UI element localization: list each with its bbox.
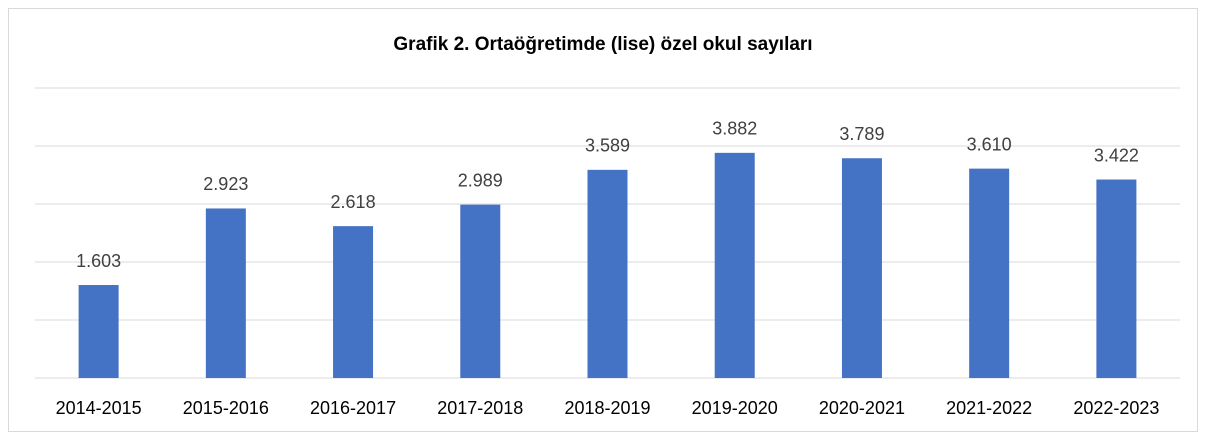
x-tick-label: 2020-2021 <box>819 398 905 418</box>
value-label: 3.610 <box>967 134 1012 154</box>
x-tick-label: 2019-2020 <box>692 398 778 418</box>
bar <box>587 169 628 378</box>
bar <box>78 285 119 378</box>
chart-title: Grafik 2. Ortaöğretimde (lise) özel okul… <box>393 34 812 55</box>
bar <box>714 152 755 378</box>
value-label: 2.989 <box>458 170 503 190</box>
x-tick-label: 2022-2023 <box>1073 398 1159 418</box>
x-tick-label: 2015-2016 <box>183 398 269 418</box>
x-tick-label: 2014-2015 <box>56 398 142 418</box>
value-label: 3.789 <box>839 124 884 144</box>
value-label: 1.603 <box>76 251 121 271</box>
value-label: 3.589 <box>585 136 630 156</box>
value-label: 3.882 <box>712 119 757 139</box>
value-label: 2.923 <box>203 174 248 194</box>
x-tick-label: 2018-2019 <box>564 398 650 418</box>
value-label: 3.422 <box>1094 145 1139 165</box>
bar <box>841 158 882 378</box>
bar <box>333 226 374 378</box>
bar <box>1096 179 1137 378</box>
value-label: 2.618 <box>331 192 376 212</box>
x-tick-label: 2021-2022 <box>946 398 1032 418</box>
bar <box>205 208 246 378</box>
bar <box>969 168 1010 378</box>
x-tick-label: 2016-2017 <box>310 398 396 418</box>
x-tick-label: 2017-2018 <box>437 398 523 418</box>
bar <box>460 204 501 378</box>
